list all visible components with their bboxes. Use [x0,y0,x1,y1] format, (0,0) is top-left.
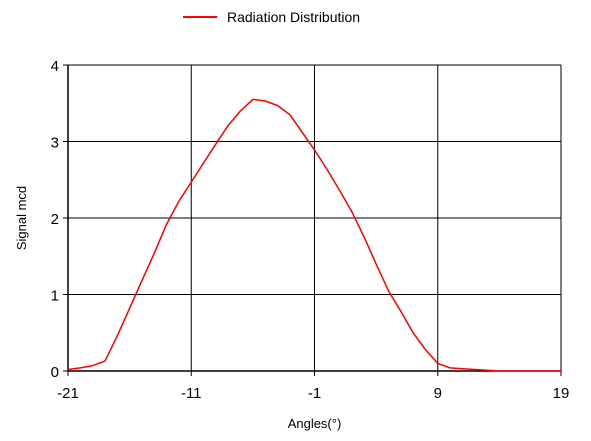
grid [67,64,562,372]
x-tick-label-3: 9 [434,385,442,402]
legend-label-radiation-distribution: Radiation Distribution [227,9,360,25]
y-tick-label-2: 2 [51,211,59,228]
x-tick-label-2: -1 [308,385,321,402]
y-tick-label-1: 1 [51,288,59,305]
legend: Radiation Distribution [183,9,360,25]
x-tick-label-0: -21 [57,385,79,402]
series-line-radiation-distribution [67,98,561,372]
x-tick-label-1: -11 [181,385,202,402]
y-tick-label-3: 3 [51,135,59,152]
x-axis-title: Angles(°) [288,416,342,431]
x-tick-label-4: 19 [553,385,570,402]
series [67,98,561,372]
tick-labels: -21 -11 -1 9 19 0 1 2 3 4 [51,58,570,402]
y-axis-title: Signal mcd [14,186,29,250]
y-tick-label-0: 0 [51,364,59,381]
y-tick-label-4: 4 [51,58,59,75]
